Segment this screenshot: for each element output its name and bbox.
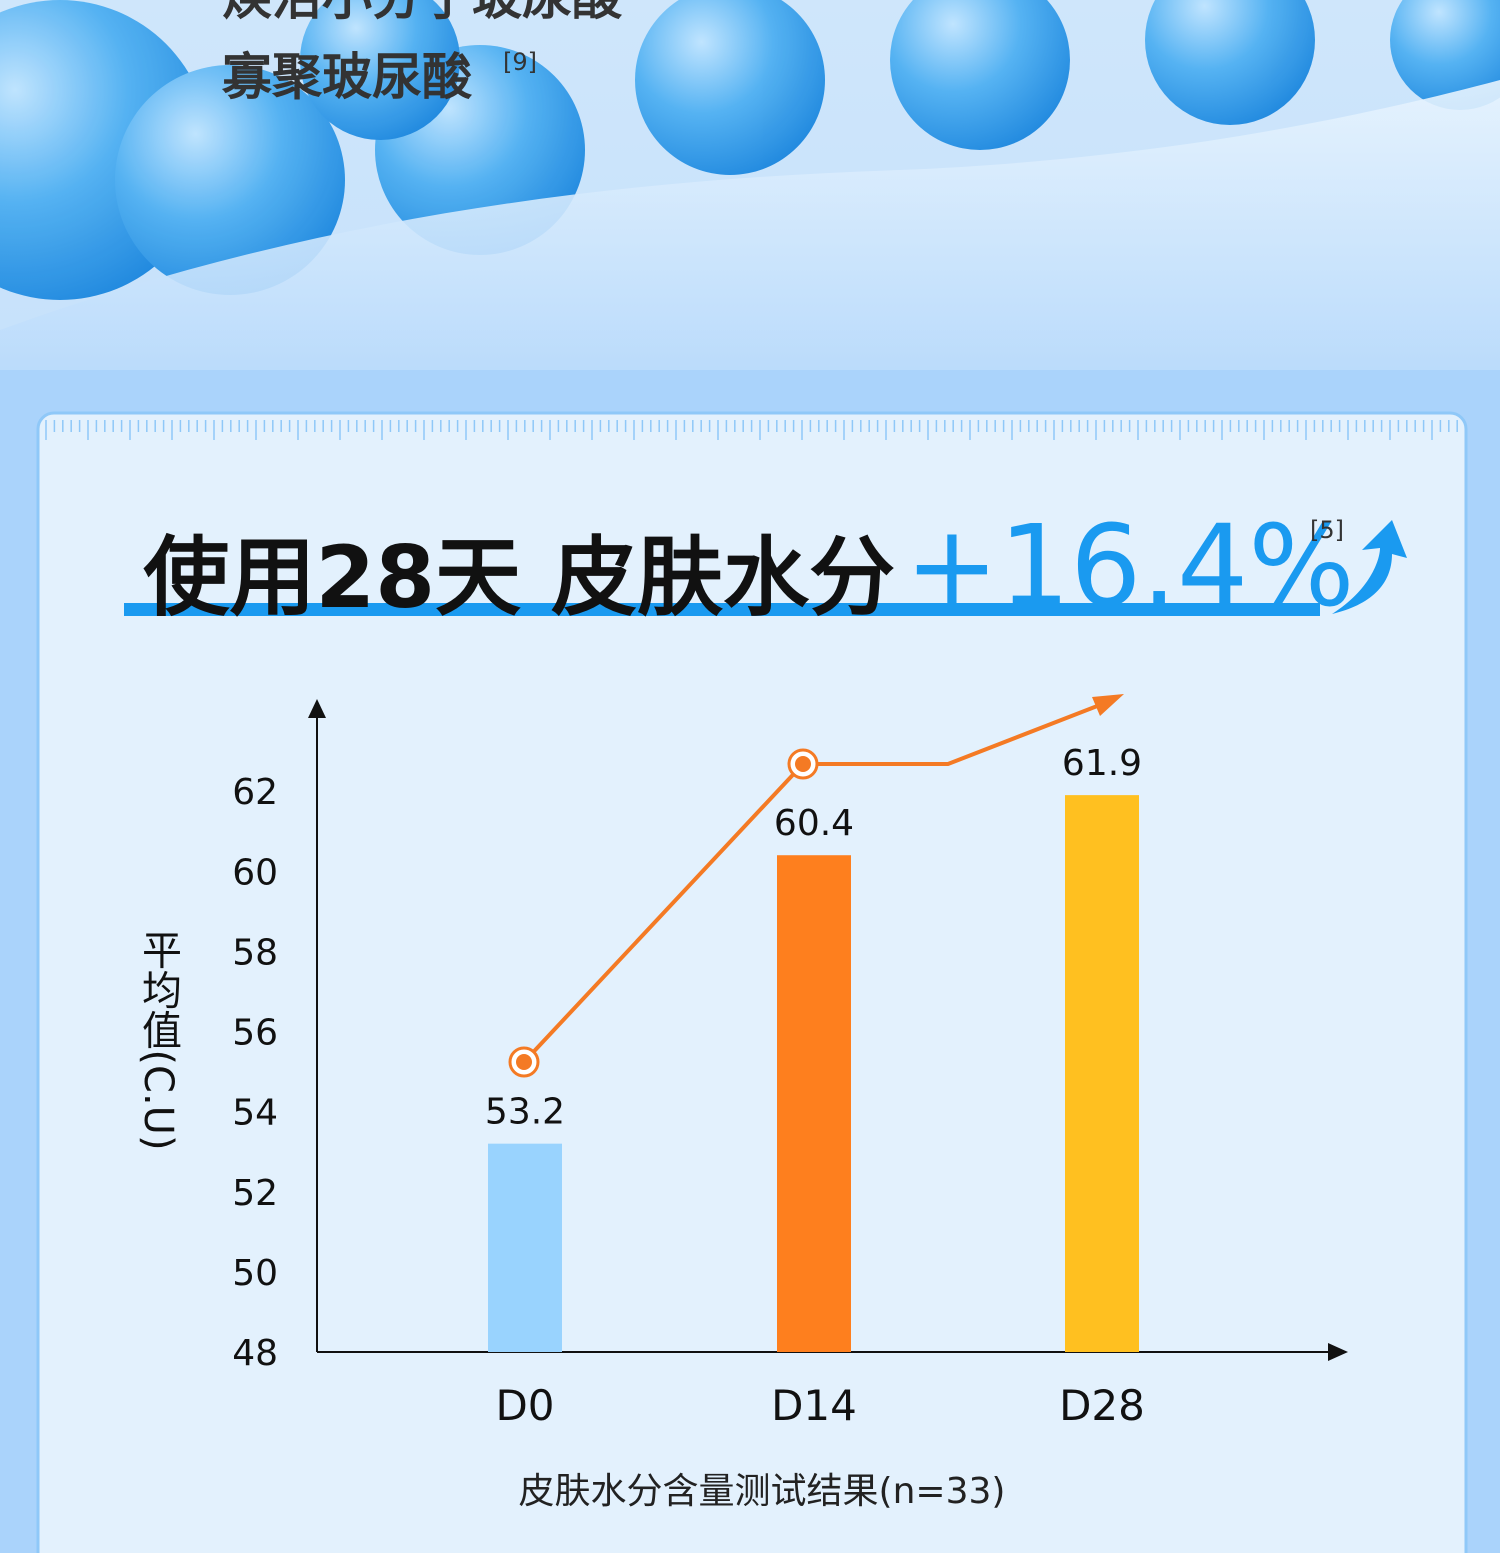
header-line1: 焕活小分子玻尿酸 (222, 0, 623, 26)
value-label: 60.4 (774, 803, 854, 844)
headline: 使用28天 皮肤水分 (143, 528, 895, 628)
y-tick-label: 54 (232, 1093, 278, 1134)
header-line2: 寡聚玻尿酸 (221, 48, 473, 106)
headline-highlight: +16.4% (905, 502, 1355, 632)
header-ref: [9] (503, 48, 537, 76)
y-tick-label: 56 (232, 1013, 278, 1054)
y-tick-label: 48 (232, 1333, 278, 1374)
x-tick-label: D28 (1059, 1381, 1145, 1430)
wave (0, 80, 1500, 380)
bar (1065, 795, 1139, 1352)
headline-underline (124, 603, 1320, 616)
x-axis-arrow (1328, 1343, 1348, 1361)
y-tick-label: 50 (232, 1253, 278, 1294)
y-axis-arrow (308, 699, 326, 718)
bubbles (0, 0, 1500, 300)
x-tick-label: D14 (771, 1381, 857, 1430)
bar (488, 1143, 562, 1352)
y-tick-label: 60 (232, 852, 278, 893)
chart: 48 50 52 54 56 58 60 62 D0 53.2 D14 60.4 D28 61.9 平均值(… (135, 699, 1348, 1512)
x-axis-label: 皮肤水分含量测试结果(n=33) (519, 1471, 1006, 1512)
x-tick-label: D0 (495, 1381, 554, 1430)
y-tick-label: 52 (232, 1173, 278, 1214)
up-arrow-icon (1332, 520, 1407, 614)
bar (777, 855, 851, 1352)
value-label: 61.9 (1062, 743, 1142, 784)
y-axis-label: 平均值(C.U) (135, 929, 181, 1150)
value-label: 53.2 (485, 1092, 565, 1133)
y-tick-label: 62 (232, 772, 278, 813)
trend-line (508, 694, 1124, 1078)
y-tick-label: 58 (232, 932, 278, 973)
headline-ref: [5] (1310, 516, 1344, 544)
ruler (45, 420, 1458, 440)
